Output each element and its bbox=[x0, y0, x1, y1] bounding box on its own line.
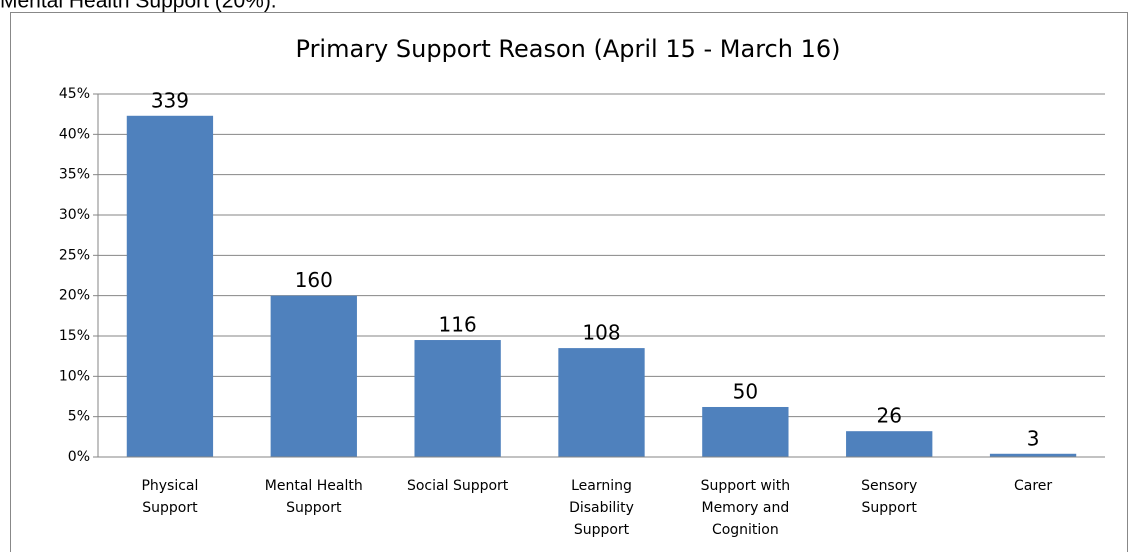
y-tick-label: 5% bbox=[68, 409, 90, 425]
y-tick-label: 0% bbox=[68, 449, 90, 465]
y-tick-label: 20% bbox=[59, 288, 90, 304]
x-tick-label: Learning Disability Support bbox=[569, 478, 634, 538]
data-label: 26 bbox=[876, 404, 901, 428]
data-label: 339 bbox=[151, 88, 189, 112]
bar bbox=[414, 340, 501, 457]
x-tick-label: Support with Memory and Cognition bbox=[701, 478, 791, 538]
x-tick-label: Physical Support bbox=[141, 478, 198, 516]
data-label: 50 bbox=[733, 379, 758, 403]
chart-title: Primary Support Reason (April 15 - March… bbox=[296, 35, 841, 63]
bar bbox=[846, 431, 933, 457]
x-tick-label: Sensory Support bbox=[861, 478, 917, 516]
x-tick-label: Carer bbox=[1014, 478, 1052, 494]
bar bbox=[989, 453, 1077, 457]
bar bbox=[558, 348, 645, 457]
y-tick-label: 40% bbox=[59, 126, 90, 142]
data-label: 108 bbox=[582, 321, 620, 345]
data-label: 116 bbox=[439, 313, 477, 337]
bar bbox=[702, 406, 789, 457]
data-label: 3 bbox=[1027, 426, 1040, 450]
y-tick-label: 30% bbox=[59, 207, 90, 223]
bar bbox=[126, 115, 214, 457]
y-tick-label: 25% bbox=[59, 247, 90, 263]
intro-text: Mental Health Support (20%). bbox=[0, 0, 277, 13]
bar bbox=[270, 295, 357, 457]
x-tick-label: Mental Health Support bbox=[265, 478, 363, 516]
data-label: 160 bbox=[295, 268, 333, 292]
y-tick-label: 15% bbox=[59, 328, 90, 344]
y-tick-label: 10% bbox=[59, 368, 90, 384]
y-tick-label: 45% bbox=[59, 86, 90, 102]
x-tick-label: Social Support bbox=[407, 478, 509, 494]
y-tick-label: 35% bbox=[59, 167, 90, 183]
